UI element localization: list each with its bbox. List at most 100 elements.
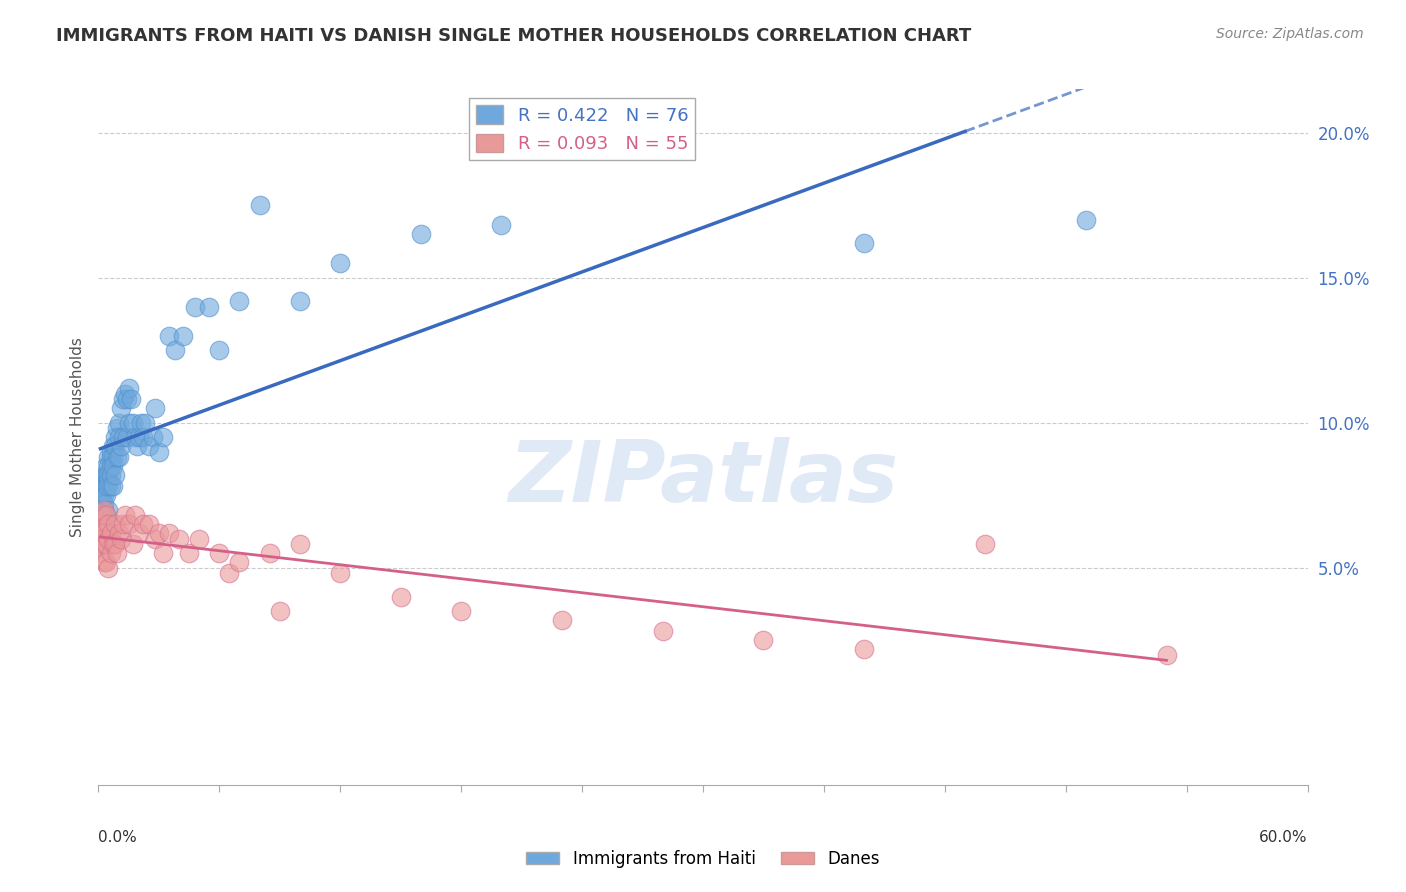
Point xyxy=(101,537,124,551)
Point xyxy=(853,235,876,250)
Point xyxy=(121,537,143,551)
Point xyxy=(124,430,146,444)
Point xyxy=(107,430,129,444)
Point xyxy=(143,532,166,546)
Point xyxy=(157,328,180,343)
Point xyxy=(103,516,125,531)
Point xyxy=(288,537,311,551)
Point xyxy=(96,488,118,502)
Text: Source: ZipAtlas.com: Source: ZipAtlas.com xyxy=(1216,27,1364,41)
Text: ZIPatlas: ZIPatlas xyxy=(508,437,898,520)
Point xyxy=(115,392,138,407)
Point xyxy=(157,525,180,540)
Point xyxy=(93,555,115,569)
Point xyxy=(107,450,129,465)
Point xyxy=(96,458,118,473)
Point xyxy=(114,508,136,523)
Point xyxy=(125,439,148,453)
Point xyxy=(100,444,122,458)
Point xyxy=(269,604,291,618)
Point xyxy=(179,546,201,560)
Point xyxy=(128,430,150,444)
Point xyxy=(118,516,141,531)
Point xyxy=(329,566,352,581)
Point xyxy=(134,416,156,430)
Point xyxy=(152,430,174,444)
Point xyxy=(97,516,120,531)
Point xyxy=(91,508,114,523)
Point xyxy=(110,532,132,546)
Point xyxy=(121,416,143,430)
Point xyxy=(107,525,129,540)
Point xyxy=(853,641,876,656)
Point xyxy=(101,439,124,453)
Point xyxy=(114,386,136,401)
Point xyxy=(100,546,122,560)
Point xyxy=(329,256,352,270)
Point xyxy=(93,502,115,516)
Point xyxy=(105,546,128,560)
Point xyxy=(115,430,138,444)
Point xyxy=(128,525,150,540)
Point xyxy=(249,198,271,212)
Point xyxy=(752,633,775,648)
Point xyxy=(89,474,111,488)
Point xyxy=(288,293,311,308)
Point xyxy=(228,555,250,569)
Point xyxy=(97,532,120,546)
Point xyxy=(96,555,118,569)
Point xyxy=(218,566,240,581)
Point xyxy=(96,508,118,523)
Point xyxy=(103,467,125,482)
Point xyxy=(91,497,114,511)
Point xyxy=(208,343,231,357)
Point xyxy=(100,450,122,465)
Point xyxy=(111,430,134,444)
Point xyxy=(409,227,432,241)
Point xyxy=(97,502,120,516)
Point xyxy=(89,537,111,551)
Point xyxy=(103,430,125,444)
Point xyxy=(97,479,120,493)
Y-axis label: Single Mother Households: Single Mother Households xyxy=(69,337,84,537)
Point xyxy=(93,508,115,523)
Point xyxy=(124,508,146,523)
Point xyxy=(188,532,211,546)
Point xyxy=(97,467,120,482)
Point xyxy=(167,532,190,546)
Legend: Immigrants from Haiti, Danes: Immigrants from Haiti, Danes xyxy=(519,844,887,875)
Point xyxy=(103,439,125,453)
Point xyxy=(111,392,134,407)
Point xyxy=(111,516,134,531)
Point xyxy=(91,532,114,546)
Point xyxy=(152,546,174,560)
Point xyxy=(110,439,132,453)
Point xyxy=(1156,648,1178,662)
Point xyxy=(184,300,207,314)
Point xyxy=(129,416,152,430)
Point xyxy=(93,525,115,540)
Point xyxy=(551,613,574,627)
Point xyxy=(163,343,186,357)
Point xyxy=(208,546,231,560)
Point xyxy=(143,401,166,415)
Point xyxy=(100,458,122,473)
Text: 60.0%: 60.0% xyxy=(1260,830,1308,846)
Point xyxy=(97,450,120,465)
Point xyxy=(132,430,155,444)
Point xyxy=(148,525,170,540)
Point xyxy=(89,516,111,531)
Point xyxy=(389,590,412,604)
Point xyxy=(100,525,122,540)
Point xyxy=(101,458,124,473)
Text: 0.0%: 0.0% xyxy=(98,830,138,846)
Point xyxy=(138,516,160,531)
Point xyxy=(97,458,120,473)
Point xyxy=(118,416,141,430)
Point xyxy=(93,537,115,551)
Point xyxy=(110,401,132,415)
Point xyxy=(120,392,142,407)
Point xyxy=(91,516,114,531)
Point xyxy=(651,624,673,639)
Point xyxy=(138,439,160,453)
